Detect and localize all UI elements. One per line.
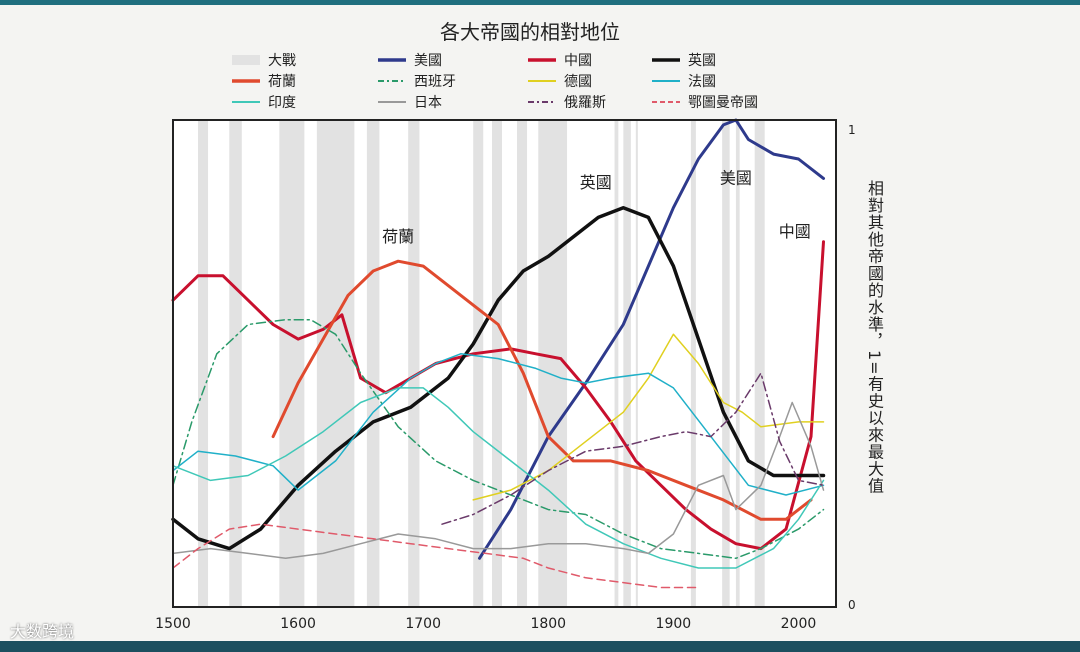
legend-swatch-8 — [232, 101, 260, 103]
war-band-7 — [491, 120, 502, 607]
legend-label-11: 鄂圖曼帝國 — [688, 95, 758, 111]
war-band-13 — [690, 120, 696, 607]
legend-label-4: 荷蘭 — [268, 74, 296, 90]
legend: 大戰 美國 中國 英國荷蘭 西班牙 德國 法國印度 日本 俄羅斯 鄂圖曼帝國 — [230, 50, 830, 116]
bottom-accent-strip — [0, 641, 1080, 652]
series-line-0 — [478, 118, 825, 560]
war-band-11 — [623, 120, 631, 607]
legend-item-11: 鄂圖曼帝國 — [650, 92, 758, 112]
watermark-text: 大数跨境 — [10, 622, 75, 641]
annotation-label-0: 荷蘭 — [382, 227, 414, 246]
x-tick-1700: 1700 — [405, 616, 441, 632]
x-tick-1900: 1900 — [655, 616, 692, 632]
war-band-4 — [366, 120, 380, 607]
war-band-2 — [279, 120, 305, 607]
legend-item-8: 印度 — [230, 92, 296, 112]
legend-label-1: 美國 — [414, 53, 442, 69]
war-band-12 — [635, 120, 638, 607]
series-line-9 — [441, 372, 825, 525]
series-line-3 — [271, 259, 813, 521]
legend-swatch-2 — [528, 58, 556, 62]
series-line-8 — [172, 401, 825, 560]
x-tick-1800: 1800 — [530, 616, 567, 632]
x-tick-1500: 1500 — [155, 616, 191, 632]
chart-title: 各大帝國的相對地位 — [440, 20, 620, 44]
top-accent-strip — [0, 0, 1080, 5]
series-line-4 — [172, 318, 825, 560]
legend-label-7: 法國 — [688, 74, 716, 90]
y-tick-max: 1 — [848, 123, 856, 137]
x-tick-1600: 1600 — [280, 616, 316, 632]
x-tick-2000: 2000 — [780, 616, 817, 632]
war-band-15 — [735, 120, 740, 607]
legend-label-2: 中國 — [564, 53, 592, 69]
legend-label-10: 俄羅斯 — [564, 95, 606, 111]
legend-swatch-7 — [652, 80, 680, 82]
annotation-label-1: 英國 — [580, 173, 612, 192]
war-band-1 — [229, 120, 242, 607]
war-band-16 — [754, 120, 765, 607]
war-band-8 — [517, 120, 528, 607]
legend-label-6: 德國 — [564, 74, 592, 90]
legend-swatch-0 — [232, 55, 260, 65]
series-line-7 — [172, 387, 825, 569]
legend-item-1: 美國 — [376, 50, 442, 70]
legend-item-0: 大戰 — [230, 50, 296, 70]
legend-swatch-5 — [378, 80, 406, 82]
legend-label-9: 日本 — [414, 95, 442, 111]
series-line-10 — [172, 523, 700, 589]
y-axis-label: 相對其他帝國的水準，1=有史以來最大值 — [865, 180, 884, 495]
legend-swatch-6 — [528, 80, 556, 82]
legend-label-0: 大戰 — [268, 53, 296, 69]
legend-label-5: 西班牙 — [414, 74, 456, 90]
plot-frame — [172, 119, 837, 608]
legend-swatch-4 — [232, 79, 260, 83]
war-band-14 — [722, 120, 730, 607]
series-line-6 — [172, 353, 825, 496]
legend-item-7: 法國 — [650, 71, 716, 91]
annotation-label-3: 中國 — [779, 222, 811, 241]
legend-swatch-11 — [652, 101, 680, 103]
legend-swatch-10 — [528, 101, 556, 103]
war-band-10 — [614, 120, 619, 607]
legend-label-3: 英國 — [688, 53, 716, 69]
legend-item-6: 德國 — [526, 71, 592, 91]
legend-item-2: 中國 — [526, 50, 592, 70]
legend-item-4: 荷蘭 — [230, 71, 296, 91]
war-band-5 — [408, 120, 420, 607]
legend-label-8: 印度 — [268, 95, 296, 111]
series-line-5 — [472, 333, 825, 501]
annotation-label-2: 美國 — [720, 168, 752, 187]
legend-swatch-1 — [378, 58, 406, 62]
war-band-9 — [538, 120, 568, 607]
legend-item-3: 英國 — [650, 50, 716, 70]
war-band-3 — [316, 120, 355, 607]
legend-item-9: 日本 — [376, 92, 442, 112]
war-band-0 — [198, 120, 209, 607]
war-band-6 — [473, 120, 484, 607]
legend-item-10: 俄羅斯 — [526, 92, 606, 112]
legend-swatch-3 — [652, 58, 680, 62]
legend-item-5: 西班牙 — [376, 71, 456, 91]
legend-swatch-9 — [378, 101, 406, 103]
y-tick-min: 0 — [848, 598, 856, 612]
